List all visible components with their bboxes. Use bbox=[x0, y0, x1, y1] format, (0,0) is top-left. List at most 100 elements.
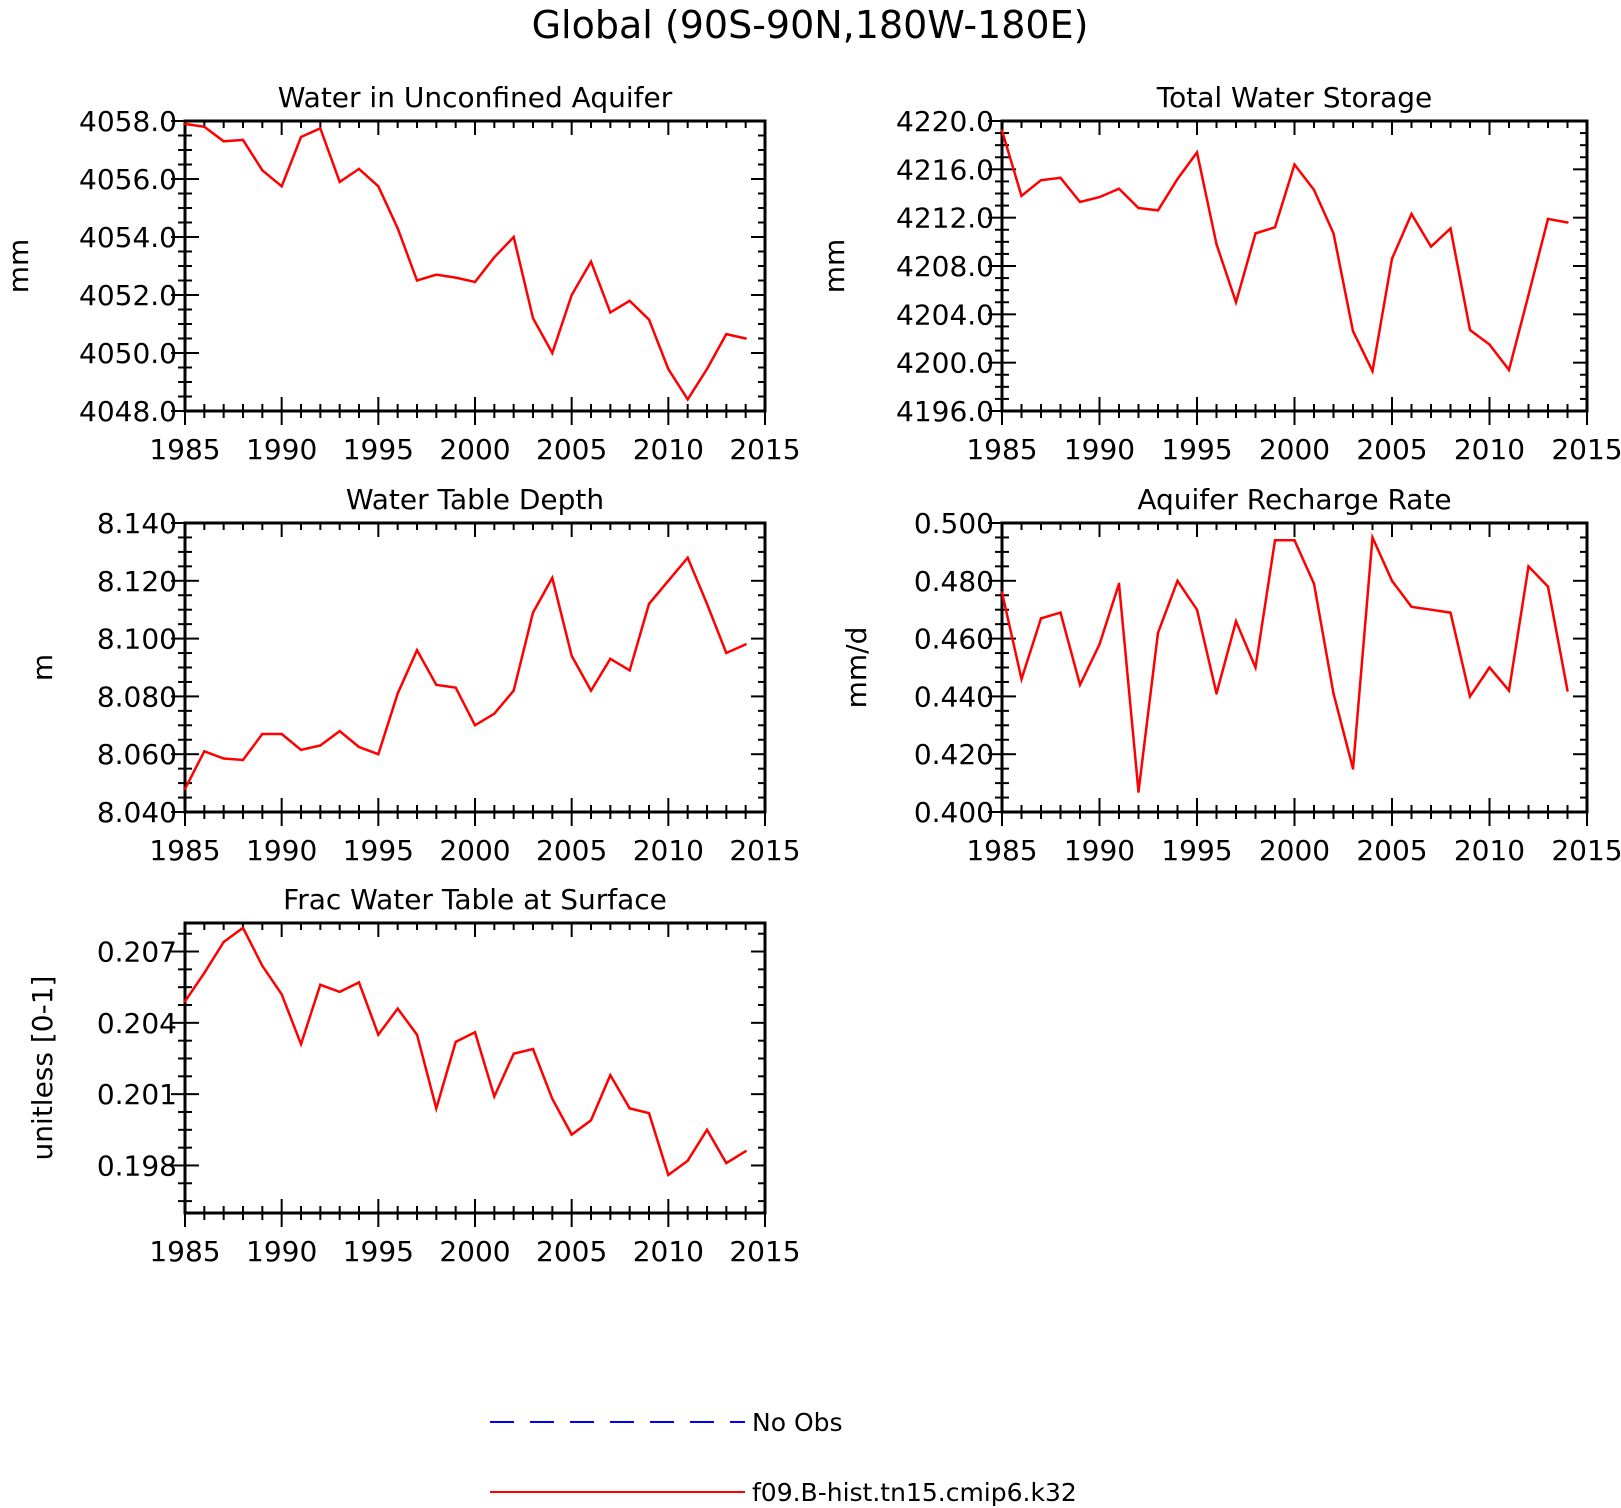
x-tick-label: 1985 bbox=[149, 1235, 220, 1268]
x-tick-label: 1990 bbox=[246, 1235, 317, 1268]
data-point bbox=[435, 273, 438, 276]
data-point bbox=[1449, 227, 1452, 230]
data-point bbox=[1468, 695, 1472, 698]
data-point bbox=[222, 140, 225, 143]
data-point bbox=[667, 1173, 670, 1177]
data-point bbox=[1254, 232, 1257, 235]
x-tick-label: 2015 bbox=[729, 834, 800, 867]
y-tick-label: 4052.0 bbox=[79, 279, 177, 312]
data-point bbox=[319, 744, 322, 747]
data-point bbox=[1195, 151, 1199, 154]
panel-1: Water in Unconfined Aquifer 1985 1990 1995 2… bbox=[2, 81, 801, 466]
data-point bbox=[1332, 232, 1335, 235]
data-point bbox=[744, 643, 747, 646]
y-tick-label: 4048.0 bbox=[79, 395, 177, 428]
data-point bbox=[1429, 245, 1433, 248]
data-point bbox=[1156, 209, 1160, 212]
data-point bbox=[454, 276, 457, 279]
y-tick-label: 0.500 bbox=[914, 507, 994, 540]
data-point bbox=[415, 648, 419, 652]
data-point bbox=[1020, 194, 1023, 198]
data-point bbox=[203, 750, 206, 753]
panels: Water in Unconfined Aquifer 1985 1990 1995 2… bbox=[2, 81, 1621, 1268]
data-point bbox=[1059, 176, 1062, 179]
data-point bbox=[1176, 579, 1179, 582]
plot-frame bbox=[183, 521, 767, 814]
x-tick-label: 2000 bbox=[439, 834, 510, 867]
data-point bbox=[183, 122, 187, 126]
data-point bbox=[1234, 301, 1238, 304]
data-point bbox=[473, 724, 477, 727]
data-point bbox=[725, 1161, 728, 1165]
data-point bbox=[1566, 221, 1569, 224]
data-point bbox=[493, 712, 496, 715]
data-point bbox=[1312, 582, 1316, 585]
y-tick-label: 4200.0 bbox=[896, 347, 994, 380]
x-tick-label: 1985 bbox=[149, 433, 220, 466]
y-tick-label: 8.140 bbox=[97, 507, 177, 540]
data-point bbox=[647, 318, 651, 321]
data-point bbox=[1273, 539, 1277, 542]
data-point bbox=[1273, 226, 1277, 229]
x-tick-label: 2010 bbox=[1454, 834, 1525, 867]
data-point bbox=[377, 185, 380, 188]
data-point bbox=[589, 260, 593, 263]
data-point bbox=[609, 1073, 612, 1077]
data-point bbox=[512, 1052, 515, 1055]
data-point bbox=[570, 654, 573, 658]
x-tick-label: 1995 bbox=[343, 1235, 414, 1268]
data-point bbox=[222, 940, 225, 944]
panel-title: Total Water Storage bbox=[1156, 81, 1433, 114]
data-point bbox=[512, 689, 515, 692]
y-tick-label: 0.201 bbox=[97, 1078, 177, 1111]
data-point bbox=[1371, 536, 1374, 539]
figure-title: Global (90S-90N,180W-180E) bbox=[532, 3, 1089, 47]
data-point bbox=[1020, 677, 1023, 681]
y-axis-label: mm/d bbox=[840, 627, 873, 709]
y-tick-label: 4220.0 bbox=[896, 105, 994, 138]
data-point bbox=[338, 990, 341, 994]
data-point bbox=[280, 185, 283, 188]
data-point bbox=[1215, 692, 1218, 695]
data-point bbox=[396, 227, 399, 230]
y-tick-label: 0.204 bbox=[97, 1007, 177, 1040]
data-point bbox=[1059, 611, 1062, 614]
data-point bbox=[531, 317, 535, 320]
y-tick-label: 0.420 bbox=[914, 738, 994, 771]
data-point bbox=[357, 167, 361, 171]
data-point bbox=[1410, 212, 1413, 216]
data-point bbox=[589, 689, 593, 692]
data-point bbox=[396, 692, 399, 695]
data-point bbox=[415, 1033, 419, 1036]
data-point bbox=[686, 398, 689, 401]
y-axis-label: mm bbox=[818, 239, 851, 294]
x-tick-label: 1995 bbox=[343, 433, 414, 466]
data-point bbox=[628, 299, 631, 302]
data-point bbox=[705, 602, 709, 606]
data-point bbox=[1039, 617, 1043, 620]
data-point bbox=[1078, 683, 1082, 687]
data-point bbox=[454, 1040, 457, 1044]
x-tick-label: 2015 bbox=[1551, 834, 1621, 867]
series-line bbox=[1000, 532, 1569, 792]
data-point bbox=[1429, 608, 1433, 611]
x-tick-label: 2005 bbox=[536, 834, 607, 867]
data-point bbox=[705, 1128, 709, 1132]
y-tick-label: 8.060 bbox=[97, 738, 177, 771]
data-point bbox=[338, 180, 341, 184]
y-tick-label: 4216.0 bbox=[896, 153, 994, 186]
data-point bbox=[609, 311, 612, 314]
data-point bbox=[1507, 689, 1511, 692]
data-point bbox=[280, 732, 283, 736]
x-tick-label: 2005 bbox=[536, 433, 607, 466]
data-point bbox=[647, 602, 651, 606]
x-tick-label: 2015 bbox=[729, 1235, 800, 1268]
y-tick-label: 0.400 bbox=[914, 796, 994, 829]
data-point bbox=[1312, 188, 1316, 192]
panel-title: Water Table Depth bbox=[346, 483, 604, 516]
panel-title: Frac Water Table at Surface bbox=[283, 883, 667, 916]
x-tick-label: 2010 bbox=[633, 834, 704, 867]
data-point bbox=[1098, 195, 1101, 199]
y-tick-label: 0.440 bbox=[914, 680, 994, 713]
